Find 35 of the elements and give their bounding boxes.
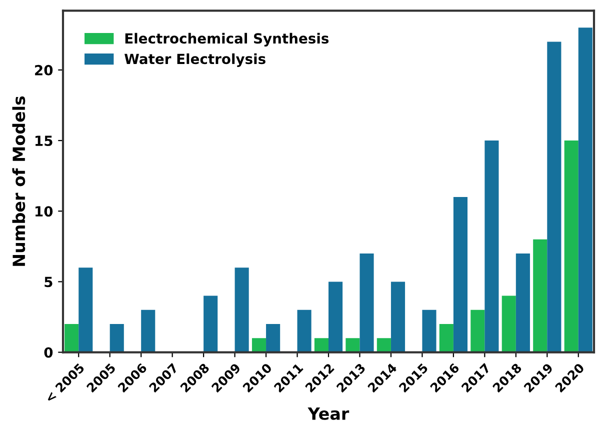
bar bbox=[266, 324, 280, 352]
bar bbox=[453, 197, 468, 352]
bar bbox=[328, 282, 343, 352]
bar bbox=[110, 324, 124, 352]
bar bbox=[360, 253, 374, 352]
bar bbox=[252, 338, 266, 352]
bar bbox=[64, 324, 79, 352]
bar bbox=[314, 338, 328, 352]
bar bbox=[470, 310, 485, 352]
bar bbox=[297, 310, 312, 352]
bar bbox=[78, 268, 93, 352]
x-axis-title: Year bbox=[308, 408, 350, 420]
bar bbox=[516, 253, 530, 352]
bar bbox=[390, 282, 406, 352]
bar bbox=[578, 28, 592, 352]
legend-label: Water Electrolysis bbox=[124, 53, 266, 67]
y-tick-label: 5 bbox=[44, 276, 52, 288]
y-tick-label: 15 bbox=[36, 136, 52, 146]
bar bbox=[346, 338, 360, 352]
bar bbox=[564, 140, 578, 352]
legend-label: Electrochemical Synthesis bbox=[125, 32, 329, 46]
y-tick-label: 10 bbox=[36, 206, 53, 217]
bar bbox=[484, 140, 499, 352]
y-tick-label: 0 bbox=[44, 347, 53, 358]
bar bbox=[376, 338, 391, 352]
bar bbox=[234, 268, 249, 352]
bar bbox=[439, 324, 454, 352]
bar bbox=[422, 310, 436, 352]
bar bbox=[547, 42, 562, 352]
y-axis-title: Number of Models bbox=[12, 96, 26, 266]
y-tick-label: 20 bbox=[35, 64, 53, 76]
bar bbox=[141, 310, 156, 352]
bar bbox=[533, 239, 548, 352]
bar bbox=[502, 296, 516, 352]
bar bbox=[204, 296, 218, 352]
